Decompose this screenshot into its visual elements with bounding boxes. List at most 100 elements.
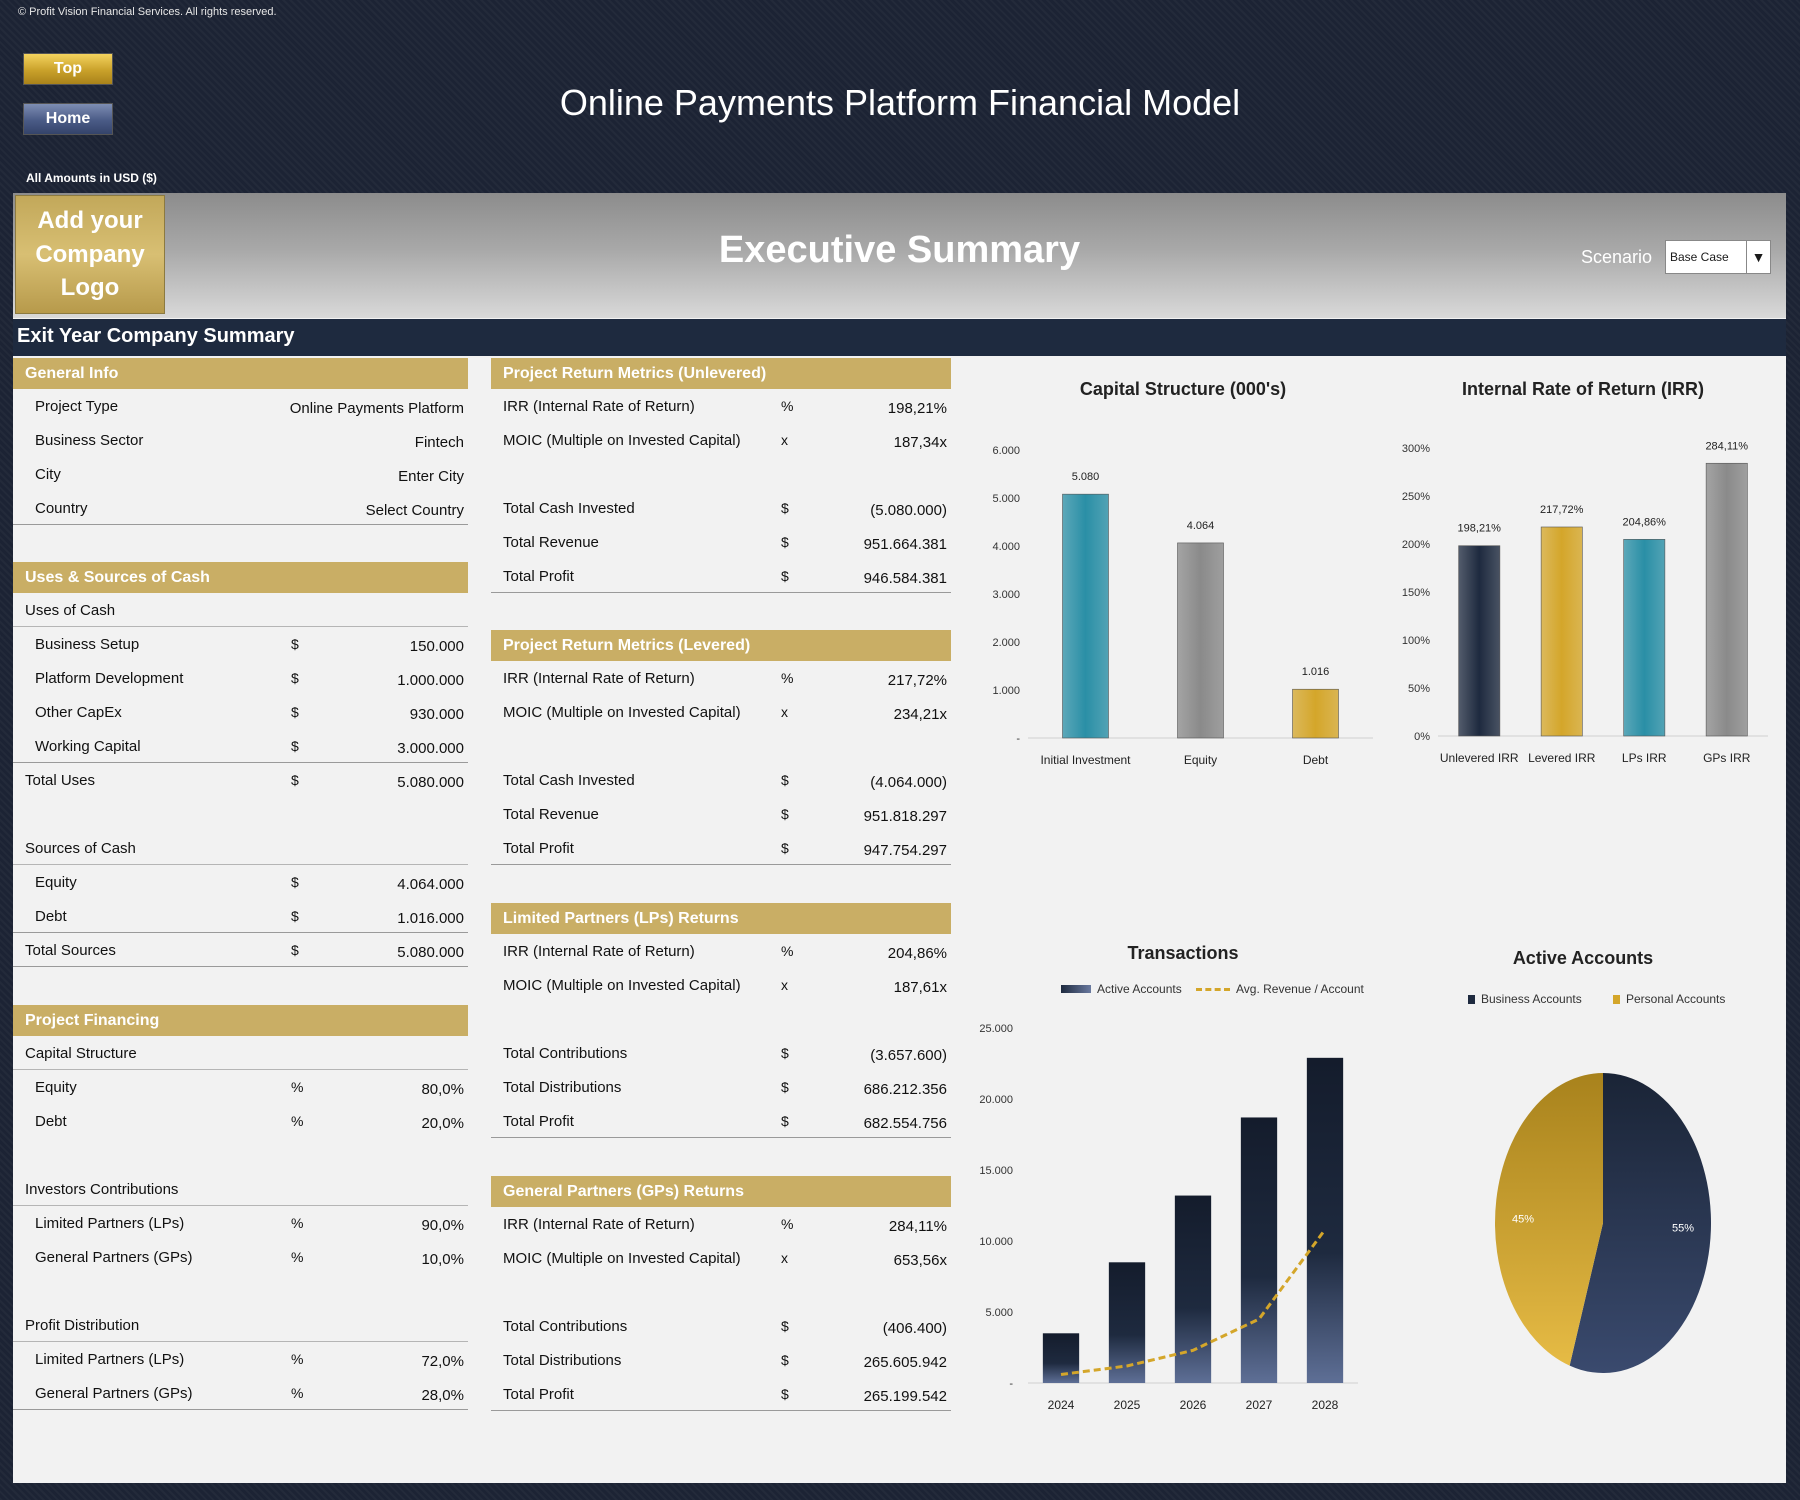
metric-value: 234,21x bbox=[893, 706, 947, 723]
unit-symbol: % bbox=[291, 1215, 304, 1231]
category-label: Debt bbox=[1303, 753, 1329, 767]
metric-value: 946.584.381 bbox=[863, 570, 947, 587]
uses-sources-header: Uses & Sources of Cash bbox=[13, 562, 468, 593]
metric-row: MOIC (Multiple on Invested Capital) x 234,… bbox=[491, 695, 951, 729]
info-row: Project Type Online Payments Platform bbox=[13, 389, 468, 423]
metric-row: MOIC (Multiple on Invested Capital) x 653,… bbox=[491, 1241, 951, 1275]
cap-title: Capital Structure bbox=[25, 1045, 137, 1062]
total-sources-row: Total Sources $5.080.000 bbox=[13, 933, 468, 967]
y-tick-label: 150% bbox=[1402, 587, 1430, 599]
sources-row: Debt $1.016.000 bbox=[13, 899, 468, 933]
unit-symbol: $ bbox=[781, 1318, 789, 1334]
uses-row: Platform Development $1.000.000 bbox=[13, 661, 468, 695]
metric-value: 265.199.542 bbox=[863, 1388, 947, 1405]
metric-value: 217,72% bbox=[887, 672, 947, 689]
y-tick-label: 10.000 bbox=[979, 1236, 1013, 1248]
legend-personal-accounts: Personal Accounts bbox=[1613, 992, 1725, 1006]
uses-row: Business Setup $150.000 bbox=[13, 627, 468, 661]
scenario-label: Scenario bbox=[1581, 247, 1653, 267]
metric-row: Total Cash Invested $ (4.064.000) bbox=[491, 763, 951, 797]
uses-value: 150.000 bbox=[409, 638, 464, 655]
scenario-dropdown[interactable]: Base Case ▼ bbox=[1665, 240, 1771, 274]
y-tick-label: - bbox=[1016, 733, 1020, 745]
company-logo-placeholder[interactable]: Add your Company Logo bbox=[15, 195, 165, 314]
inv-value: 10,0% bbox=[421, 1251, 464, 1268]
home-button[interactable]: Home bbox=[23, 103, 113, 135]
unit-symbol: $ bbox=[291, 636, 299, 652]
uses-label: Business Setup bbox=[35, 636, 140, 653]
uses-value: 930.000 bbox=[409, 706, 464, 723]
metric-label: Total Cash Invested bbox=[503, 500, 635, 517]
metric-row: Total Profit $947.754.297 bbox=[491, 831, 951, 865]
info-value: Enter City bbox=[398, 468, 464, 485]
metric-label: IRR (Internal Rate of Return) bbox=[503, 398, 695, 415]
y-tick-label: 6.000 bbox=[992, 445, 1020, 457]
total-uses-value: 5.080.000 bbox=[397, 774, 464, 791]
total-sources-value: 5.080.000 bbox=[397, 944, 464, 961]
metric-row: Total Contributions $ (3.657.600) bbox=[491, 1036, 951, 1070]
bar bbox=[1292, 688, 1339, 739]
inv-value: 90,0% bbox=[421, 1217, 464, 1234]
levered-header: Project Return Metrics (Levered) bbox=[491, 630, 951, 661]
gps-header: General Partners (GPs) Returns bbox=[491, 1176, 951, 1207]
uses-label: Other CapEx bbox=[35, 704, 122, 721]
legend-label: Active Accounts bbox=[1097, 982, 1182, 996]
y-tick-label: - bbox=[1009, 1378, 1013, 1390]
metric-value: 951.818.297 bbox=[863, 808, 947, 825]
unit-symbol: $ bbox=[781, 840, 789, 856]
metric-row: IRR (Internal Rate of Return)% 217,72% bbox=[491, 661, 951, 695]
unit-symbol: $ bbox=[291, 874, 299, 890]
unit-symbol: $ bbox=[781, 1045, 789, 1061]
top-button[interactable]: Top bbox=[23, 53, 113, 85]
metric-label: Total Distributions bbox=[503, 1352, 622, 1369]
metric-row: IRR (Internal Rate of Return)% 198,21% bbox=[491, 389, 951, 423]
unit-symbol: x bbox=[781, 977, 788, 993]
uses-row: Other CapEx $930.000 bbox=[13, 695, 468, 729]
bar bbox=[1306, 1057, 1344, 1383]
cap-row: Debt% 20,0% bbox=[13, 1104, 468, 1138]
metric-value: 187,61x bbox=[893, 979, 947, 996]
dropdown-arrow-icon[interactable]: ▼ bbox=[1746, 241, 1770, 273]
metric-value: 284,11% bbox=[888, 1218, 947, 1235]
irr-chart-title: Internal Rate of Return (IRR) bbox=[1461, 379, 1704, 399]
data-label: 217,72% bbox=[1540, 504, 1584, 516]
cap-value: 20,0% bbox=[421, 1115, 464, 1132]
sources-row: Equity $4.064.000 bbox=[13, 865, 468, 899]
legend-business-accounts: Business Accounts bbox=[1468, 992, 1582, 1006]
profit-label: Limited Partners (LPs) bbox=[35, 1351, 185, 1368]
data-label: 5.080 bbox=[1072, 471, 1100, 483]
unit-symbol: x bbox=[781, 432, 788, 448]
profit-label: General Partners (GPs) bbox=[35, 1385, 193, 1402]
uses-row: Working Capital $3.000.000 bbox=[13, 729, 468, 763]
info-label: Business Sector bbox=[35, 432, 144, 449]
general-info-header: General Info bbox=[13, 358, 468, 389]
profit-row: Limited Partners (LPs)% 72,0% bbox=[13, 1342, 468, 1376]
bar bbox=[1458, 545, 1501, 737]
profit-title-row: Profit Distribution bbox=[13, 1308, 468, 1342]
summary-banner: Add your Company Logo Executive Summary … bbox=[13, 193, 1786, 318]
profit-value: 28,0% bbox=[421, 1387, 464, 1404]
metric-value: 653,56x bbox=[893, 1252, 947, 1269]
metric-value: 198,21% bbox=[887, 400, 947, 417]
inv-label: General Partners (GPs) bbox=[35, 1249, 193, 1266]
uses-value: 3.000.000 bbox=[397, 740, 464, 757]
legend-label: Avg. Revenue / Account bbox=[1236, 982, 1364, 996]
bar bbox=[1174, 1195, 1212, 1383]
data-label: 204,86% bbox=[1623, 516, 1667, 528]
transactions-title: Transactions bbox=[1127, 943, 1239, 963]
info-value: Select Country bbox=[365, 502, 464, 519]
unit-symbol: $ bbox=[781, 1386, 789, 1402]
info-label: Project Type bbox=[35, 398, 119, 415]
currency-note: All Amounts in USD ($) bbox=[26, 171, 157, 185]
profit-title: Profit Distribution bbox=[25, 1317, 140, 1334]
metric-value: 187,34x bbox=[893, 434, 947, 451]
uses-title: Uses of Cash bbox=[25, 602, 116, 619]
inv-title-row: Investors Contributions bbox=[13, 1172, 468, 1206]
category-label: 2025 bbox=[1114, 1398, 1141, 1412]
metric-row: Total Profit $682.554.756 bbox=[491, 1104, 951, 1138]
metric-value: (4.064.000) bbox=[870, 774, 947, 791]
project-financing-header: Project Financing bbox=[13, 1005, 468, 1036]
copyright-text: © Profit Vision Financial Services. All … bbox=[18, 6, 277, 18]
y-tick-label: 1.000 bbox=[992, 685, 1020, 697]
unit-symbol: % bbox=[291, 1351, 304, 1367]
